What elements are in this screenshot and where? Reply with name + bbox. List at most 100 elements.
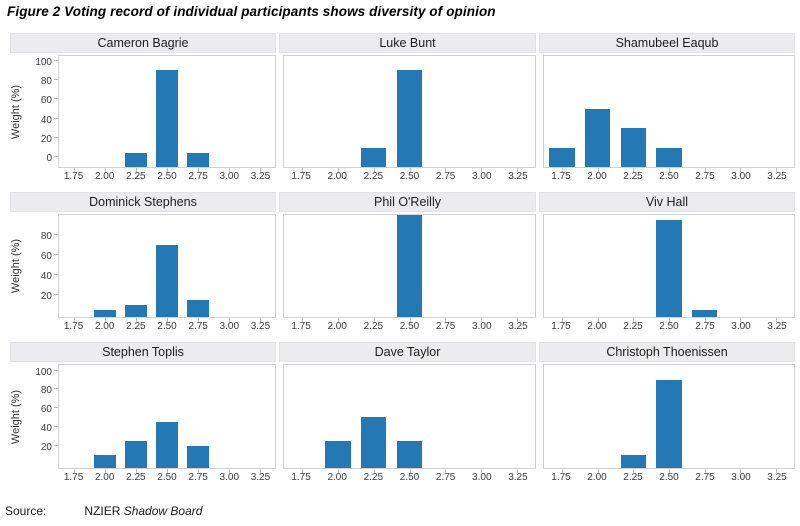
x-tick-mark	[301, 168, 303, 172]
y-tick-label: 60	[40, 404, 52, 416]
x-tick-mark	[167, 318, 168, 322]
y-tick-label: 20	[40, 291, 52, 302]
panel-header: Phil O'Reilly	[279, 192, 536, 212]
x-tick-mark	[228, 469, 230, 473]
x-axis-labels: 1.75 2.00 2.25 2.50 2.75 3.00 3.25	[283, 318, 536, 337]
x-tick-label: 3.25	[250, 472, 271, 483]
x-tick-mark	[259, 168, 261, 172]
chart-grid: Cameron Bagrie Weight (%) 0 20 40 60 80 100 1.75…	[10, 33, 795, 493]
chart-grid-row: Cameron Bagrie Weight (%) 0 20 40 60 80 100 1.75…	[10, 33, 795, 187]
x-tick-mark	[105, 469, 107, 473]
chart-panel: Dave Taylor 1.75 2.00 2.25 2.50 2.75 3.00 3.25	[279, 342, 536, 488]
x-tick-mark	[259, 469, 261, 473]
y-tick-mark	[54, 234, 58, 235]
x-tick-mark	[740, 469, 742, 473]
panel-header: Shamubeel Eaqub	[539, 33, 795, 53]
y-axis-gutter: Weight (%) 20 40 60 80	[10, 214, 58, 318]
panel-title: Dave Taylor	[374, 345, 441, 359]
x-axis-labels: 1.75 2.00 2.25 2.50 2.75 3.00 3.25	[58, 318, 276, 337]
bar	[155, 245, 178, 317]
y-tick-label: 80	[40, 76, 52, 88]
x-tick-mark	[373, 469, 375, 473]
x-tick-mark	[136, 469, 138, 473]
x-tick-label: 1.75	[291, 321, 311, 332]
x-tick-label: 1.75	[551, 321, 571, 332]
x-tick-label: 2.00	[327, 472, 347, 483]
x-tick-mark	[136, 318, 138, 322]
bar	[155, 70, 178, 167]
x-tick-mark	[481, 318, 483, 322]
chart-panel: Luke Bunt 1.75 2.00 2.25 2.50 2.75 3.00 3.25	[279, 33, 536, 187]
x-tick-label: 2.25	[623, 472, 643, 483]
x-tick-mark	[669, 168, 670, 172]
x-tick-mark	[517, 318, 519, 322]
x-tick-mark	[228, 318, 230, 322]
x-tick-label: 3.25	[767, 171, 787, 182]
source-publication: Shadow Board	[123, 504, 203, 518]
chart-panel: Christoph Thoenissen 1.75 2.00 2.25 2.50 2.75…	[539, 342, 795, 488]
x-tick-label: 2.75	[188, 321, 208, 332]
x-tick-mark	[105, 318, 107, 322]
x-tick-label: 3.00	[472, 171, 492, 182]
bar	[125, 152, 148, 167]
panel-title: Luke Bunt	[379, 36, 436, 50]
plot-area	[54, 55, 276, 172]
y-axis-title: Weight (%)	[10, 84, 22, 139]
y-tick-mark	[54, 59, 58, 61]
x-tick-mark	[74, 168, 76, 172]
x-tick-mark	[776, 318, 778, 322]
y-tick-label: 20	[40, 441, 52, 453]
x-tick-mark	[409, 469, 411, 473]
x-tick-mark	[561, 469, 563, 473]
source-line: Source: NZIER Shadow Board	[5, 504, 202, 518]
x-tick-label: 2.25	[126, 321, 146, 332]
x-tick-label: 2.00	[587, 321, 607, 332]
y-tick-label: 60	[40, 251, 52, 262]
x-tick-label: 2.00	[587, 171, 607, 182]
bar	[396, 70, 423, 167]
chart-panel: Viv Hall 1.75 2.00 2.25 2.50 2.75 3.00 3.25	[539, 192, 795, 337]
x-axis-labels: 1.75 2.00 2.25 2.50 2.75 3.00 3.25	[58, 168, 276, 187]
x-tick-label: 1.75	[551, 171, 571, 182]
x-tick-mark	[633, 318, 635, 322]
panel-title: Viv Hall	[645, 195, 689, 209]
bar	[691, 310, 718, 317]
panel-title: Christoph Thoenissen	[606, 345, 728, 359]
y-tick-label: 0	[46, 153, 52, 165]
x-tick-label: 2.25	[363, 472, 384, 483]
x-tick-mark	[445, 168, 447, 172]
panel-header: Dominick Stephens	[10, 192, 276, 212]
y-tick-label: 40	[40, 422, 52, 434]
x-tick-label: 3.25	[250, 171, 271, 182]
x-tick-label: 2.50	[659, 472, 679, 483]
y-tick-mark	[54, 407, 58, 409]
x-tick-label: 3.25	[767, 472, 787, 483]
bar	[620, 128, 647, 167]
source-label: Source:	[5, 504, 47, 518]
x-tick-label: 2.75	[435, 321, 456, 332]
x-tick-mark	[74, 469, 76, 473]
y-tick-label: 100	[35, 366, 52, 378]
x-tick-mark	[445, 469, 447, 473]
y-tick-label: 100	[35, 56, 52, 68]
y-tick-mark	[54, 79, 58, 81]
x-tick-mark	[167, 469, 168, 473]
x-tick-label: 2.75	[695, 321, 715, 332]
x-tick-mark	[301, 469, 303, 473]
x-tick-mark	[445, 318, 447, 322]
x-tick-label: 2.75	[435, 171, 456, 182]
x-tick-mark	[704, 318, 706, 322]
plot-area	[543, 55, 795, 172]
x-tick-mark	[197, 318, 199, 322]
plot-area	[543, 364, 795, 473]
x-tick-mark	[740, 318, 742, 322]
x-tick-mark	[776, 469, 778, 473]
panel-header: Luke Bunt	[279, 33, 536, 53]
x-tick-mark	[337, 469, 339, 473]
x-tick-label: 3.00	[219, 321, 240, 332]
x-tick-label: 2.50	[399, 171, 420, 182]
chart-grid-row: Stephen Toplis Weight (%) 20 40 60 80 100 1.75 2…	[10, 342, 795, 488]
panel-title: Phil O'Reilly	[374, 195, 441, 209]
bar	[396, 215, 423, 317]
x-axis-labels: 1.75 2.00 2.25 2.50 2.75 3.00 3.25	[543, 469, 795, 488]
